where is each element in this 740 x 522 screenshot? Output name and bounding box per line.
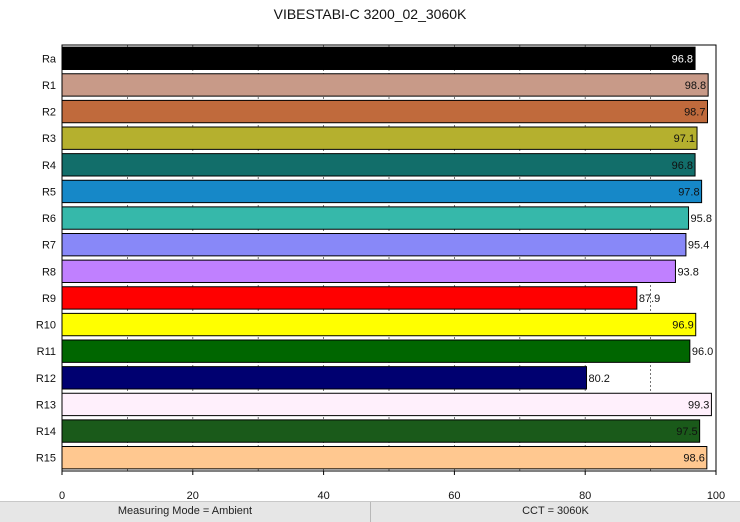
x-tick-label: 0: [59, 490, 65, 500]
bar-r2: [61, 99, 708, 124]
bar-value-label: 97.8: [678, 186, 699, 198]
x-axis-ticks: 0 20 40 60 80 100: [59, 471, 725, 500]
bar-r1: [61, 73, 709, 97]
category-labels: Ra R1 R2 R3 R4 R5 R6 R7 R8 R9 R10 R11 R12 R13 R14 R15: [36, 53, 57, 464]
bar-r10: [61, 312, 697, 337]
category-label: R13: [36, 399, 56, 411]
category-label: R6: [42, 213, 56, 225]
bar-value-label: 98.6: [683, 453, 704, 465]
plot-frame: [61, 44, 717, 472]
bar-r15: [61, 446, 708, 470]
category-label: R3: [42, 133, 56, 145]
bar-r14: [61, 419, 701, 443]
bar-value-label: 95.4: [688, 240, 709, 252]
bar-value-label: 97.5: [676, 426, 697, 438]
category-label: R8: [42, 266, 56, 278]
category-label: R15: [36, 453, 56, 465]
measuring-mode-status: Measuring Mode = Ambient: [117, 505, 253, 517]
category-label: R11: [37, 346, 56, 358]
bars: 96.8 98.8 98.7 97.1 96.8 97.8 95.8 95.4 93.8 87.9…: [61, 46, 713, 470]
bar-r13: [61, 392, 712, 417]
bar-r11: [61, 339, 691, 363]
bar-r6: [61, 206, 690, 230]
bar-r12: [61, 366, 588, 390]
bar-value-label: 96.9: [672, 320, 693, 332]
bar-r7: [61, 233, 687, 257]
bar-value-label: 95.8: [691, 213, 712, 225]
bar-r9: [61, 286, 638, 310]
category-label: R12: [36, 373, 56, 385]
bar-r8: [61, 259, 676, 283]
x-tick-label: 60: [448, 490, 460, 500]
bar-value-label: 93.8: [677, 266, 698, 278]
status-bar: Measuring Mode = Ambient CCT = 3060K: [0, 501, 740, 522]
category-label: R9: [42, 293, 56, 305]
bar-r3: [61, 126, 698, 150]
category-label: Ra: [42, 53, 57, 65]
category-label: R7: [42, 240, 56, 252]
status-divider: [370, 502, 371, 522]
bar-r5: [61, 179, 703, 204]
bar-value-label: 96.8: [672, 53, 693, 65]
bar-r4: [61, 153, 696, 177]
category-label: R5: [42, 186, 56, 198]
bar-chart: 96.8 98.8 98.7 97.1 96.8 97.8 95.8 95.4 93.8 87.9…: [36, 44, 725, 500]
bar-value-label: 97.1: [674, 133, 695, 145]
cct-status: CCT = 3060K: [522, 505, 589, 517]
bar-value-label: 99.3: [688, 399, 709, 411]
bar-value-label: 80.2: [589, 373, 610, 385]
x-tick-label: 80: [579, 490, 591, 500]
x-tick-label: 40: [317, 490, 329, 500]
grid: [127, 45, 651, 471]
category-label: R14: [36, 426, 56, 438]
bar-value-label: 96.0: [692, 346, 713, 358]
category-label: R1: [42, 80, 56, 92]
category-label: R2: [42, 107, 56, 119]
bar-value-label: 87.9: [639, 293, 660, 305]
bar-value-label: 96.8: [672, 160, 693, 172]
bar-ra: [61, 46, 696, 70]
bar-value-label: 98.7: [684, 107, 705, 119]
x-tick-label: 100: [707, 490, 725, 500]
chart-title: VIBESTABI-C 3200_02_3060K: [273, 6, 467, 22]
x-tick-label: 20: [187, 490, 199, 500]
category-label: R10: [36, 320, 56, 332]
bar-value-label: 98.8: [685, 80, 706, 92]
category-label: R4: [42, 160, 56, 172]
